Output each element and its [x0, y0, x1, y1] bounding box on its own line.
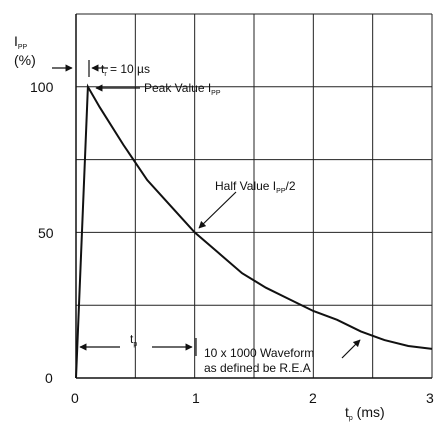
- y-tick-labels: 100 50 0: [30, 79, 54, 386]
- axes: [75, 14, 432, 379]
- svg-text:(%): (%): [14, 52, 36, 68]
- x-tick-3: 3: [426, 390, 434, 406]
- svg-text:tp: tp: [130, 332, 137, 348]
- svg-text:tr = 10 µs: tr = 10 µs: [101, 62, 150, 78]
- y-tick-0: 0: [45, 370, 53, 386]
- waveform-description: 10 x 1000 Waveform as defined be R.E.A: [204, 339, 361, 375]
- svg-text:Half Value IPP/2: Half Value IPP/2: [215, 179, 296, 195]
- waveform-curve: [75, 83, 433, 379]
- x-tick-2: 2: [309, 390, 317, 406]
- x-tick-labels: 0 1 2 3: [71, 390, 434, 406]
- y-axis-label: IPP (%): [14, 33, 36, 68]
- tp-annotation: tp: [79, 332, 197, 356]
- x-tick-0: 0: [71, 390, 79, 406]
- y-tick-100: 100: [30, 79, 54, 95]
- rise-time-annotation: tr = 10 µs: [52, 60, 150, 78]
- grid: [76, 13, 433, 378]
- svg-text:IPP: IPP: [14, 33, 28, 51]
- svg-text:10 x 1000 Waveform: 10 x 1000 Waveform: [204, 346, 314, 360]
- x-tick-1: 1: [192, 390, 200, 406]
- svg-text:Peak Value IPP: Peak Value IPP: [144, 81, 221, 97]
- peak-value-annotation: Peak Value IPP: [95, 81, 221, 97]
- y-tick-50: 50: [38, 225, 54, 241]
- x-axis-label: tp (ms): [345, 404, 385, 422]
- svg-text:as defined be R.E.A: as defined be R.E.A: [204, 361, 311, 375]
- half-value-annotation: Half Value IPP/2: [198, 179, 296, 229]
